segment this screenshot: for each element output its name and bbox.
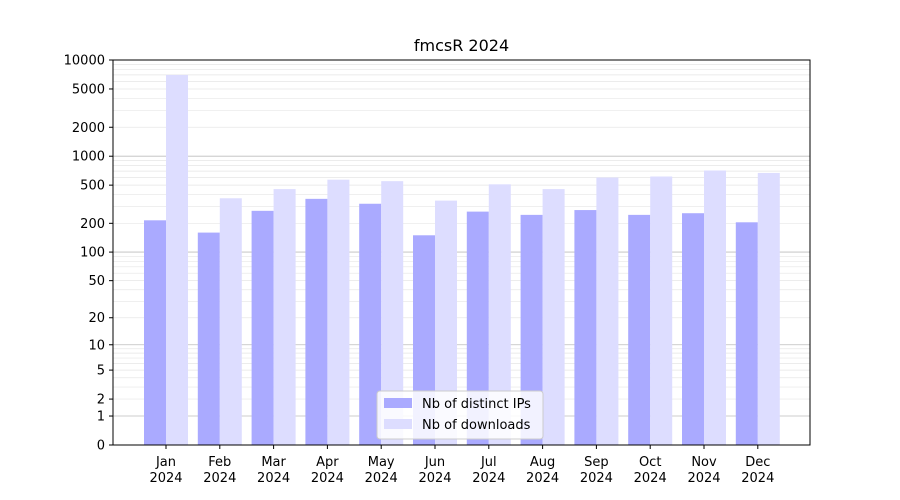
bar-distinct-ips	[682, 213, 704, 445]
x-axis: Jan 2024 Feb 2024 Mar 2024 Apr 2024 May 2024 Jun 20…	[149, 445, 774, 486]
legend: Nb of distinct IPs Nb of downloads	[376, 390, 544, 440]
y-tick-label: 0	[97, 439, 105, 454]
y-tick-label: 200	[80, 217, 105, 232]
y-tick-label: 5	[97, 364, 105, 379]
bar-downloads	[327, 179, 350, 446]
bar-distinct-ips	[628, 214, 651, 445]
bar-downloads	[704, 170, 726, 445]
bar-downloads	[435, 200, 457, 445]
y-tick-label: 5000	[72, 82, 105, 97]
x-tick-label: Mar 2024	[257, 455, 290, 486]
bar-downloads	[650, 176, 673, 445]
y-tick-label: 10000	[64, 54, 105, 69]
legend-frame	[376, 390, 544, 440]
y-tick-label: 50	[88, 274, 105, 289]
bar-distinct-ips	[466, 211, 489, 445]
y-tick-label: 1	[97, 410, 105, 425]
bar-distinct-ips	[735, 222, 758, 445]
y-tick-label: 1000	[72, 150, 105, 165]
legend-label-downloads: Nb of downloads	[422, 418, 531, 433]
legend-swatch-ips	[384, 398, 412, 408]
x-tick-label: Aug 2024	[526, 455, 559, 486]
bars	[144, 74, 780, 446]
y-axis: 0 1 2 5 10 20 50 100 200 500 1000 2000 5000 10000	[64, 54, 113, 454]
bar-downloads	[381, 181, 404, 445]
bar-downloads	[166, 74, 188, 446]
bar-downloads	[757, 172, 780, 445]
x-tick-label: Sep 2024	[580, 455, 613, 486]
y-tick-label: 10	[88, 338, 105, 353]
bar-distinct-ips	[520, 214, 543, 445]
x-tick-label: Apr 2024	[311, 455, 344, 486]
y-tick-label: 2	[97, 393, 105, 408]
x-tick-label: May 2024	[365, 455, 398, 486]
bar-distinct-ips	[144, 220, 166, 445]
x-tick-label: Jan 2024	[149, 455, 182, 486]
x-tick-label: Oct 2024	[634, 455, 667, 486]
x-tick-label: Dec 2024	[741, 455, 774, 486]
x-tick-label: Jun 2024	[418, 455, 451, 486]
y-tick-label: 500	[80, 179, 105, 194]
y-tick-label: 100	[80, 246, 105, 261]
bar-downloads	[596, 177, 619, 445]
legend-swatch-downloads	[384, 419, 412, 429]
legend-label-ips: Nb of distinct IPs	[422, 397, 531, 412]
bar-distinct-ips	[574, 210, 597, 445]
bar-downloads	[488, 184, 511, 445]
chart-title: fmcsR 2024	[414, 36, 509, 55]
x-tick-label: Jul 2024	[472, 455, 505, 486]
x-tick-label: Nov 2024	[687, 455, 720, 486]
bar-downloads	[542, 189, 565, 445]
bar-downloads	[219, 198, 242, 445]
y-tick-label: 2000	[72, 121, 105, 136]
bar-distinct-ips	[359, 203, 382, 445]
x-tick-label: Feb 2024	[203, 455, 236, 486]
bar-distinct-ips	[197, 232, 220, 445]
bar-distinct-ips	[305, 198, 328, 445]
y-tick-label: 20	[88, 311, 105, 326]
bar-downloads	[273, 189, 296, 445]
bar-distinct-ips	[251, 210, 274, 445]
